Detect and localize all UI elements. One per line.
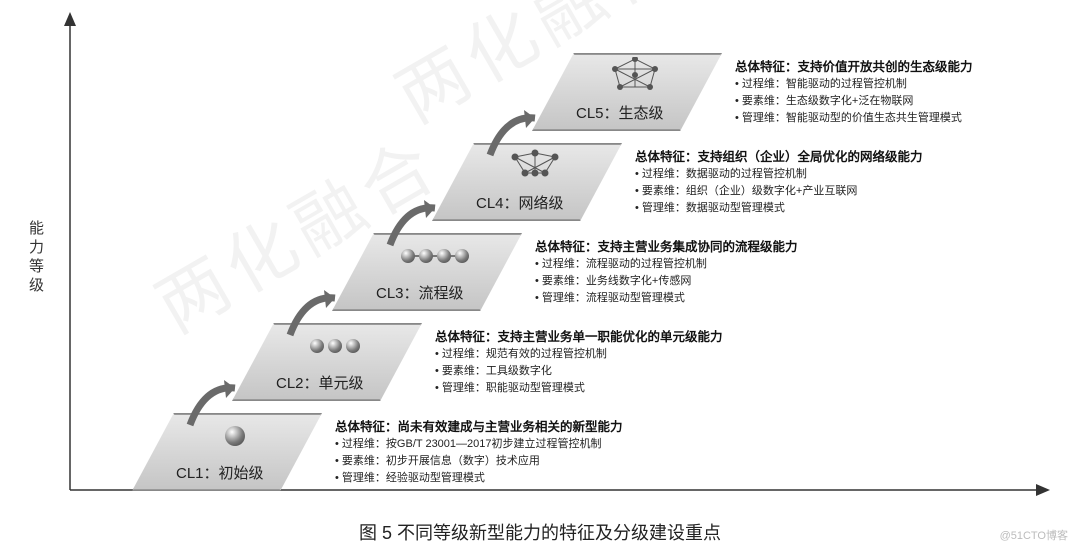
level-cl2-desc: 总体特征：支持主营业务单一职能优化的单元级能力 • 过程维：规范有效的过程管控机… xyxy=(435,321,723,401)
desc-bullet: • 管理维：职能驱动型管理模式 xyxy=(435,381,723,396)
level-label: CL2：单元级 xyxy=(276,372,364,393)
bullet-text: 管理维：流程驱动型管理模式 xyxy=(542,292,685,304)
bullet-text: 管理维：经验驱动型管理模式 xyxy=(342,472,485,484)
desc-title: 总体特征：支持价值开放共创的生态级能力 xyxy=(735,56,973,75)
bullet-text: 管理维：职能驱动型管理模式 xyxy=(442,382,585,394)
bullet-text: 要素维：生态级数字化+泛在物联网 xyxy=(742,95,913,107)
poly-svg xyxy=(610,57,660,95)
desc-bullet: • 要素维：业务线数字化+传感网 xyxy=(535,274,798,289)
level-label: CL3：流程级 xyxy=(376,282,464,303)
desc-bullet: • 要素维：初步开展信息（数字）技术应用 xyxy=(335,454,623,469)
step-arrow-1 xyxy=(180,380,260,440)
desc-bullet: • 管理维：流程驱动型管理模式 xyxy=(535,291,798,306)
level-label: CL4：网络级 xyxy=(476,192,564,213)
desc-title: 总体特征：尚未有效建成与主营业务相关的新型能力 xyxy=(335,416,623,435)
level-cl5-desc: 总体特征：支持价值开放共创的生态级能力 • 过程维：智能驱动的过程管控机制 • … xyxy=(735,51,973,131)
bullet-text: 过程维：规范有效的过程管控机制 xyxy=(442,348,607,360)
desc-bullet: • 过程维：智能驱动的过程管控机制 xyxy=(735,77,973,92)
bullet-text: 要素维：业务线数字化+传感网 xyxy=(542,275,691,287)
level-cl1-desc: 总体特征：尚未有效建成与主营业务相关的新型能力 • 过程维：按GB/T 2300… xyxy=(335,411,623,491)
bullet-text: 过程维：智能驱动的过程管控机制 xyxy=(742,78,907,90)
figure-caption: 图 5 不同等级新型能力的特征及分级建设重点 xyxy=(0,519,1080,545)
desc-bullet: • 要素维：工具级数字化 xyxy=(435,364,723,379)
polyhedron-icon xyxy=(590,59,680,93)
desc-bullet: • 管理维：经验驱动型管理模式 xyxy=(335,471,623,486)
bullet-text: 要素维：初步开展信息（数字）技术应用 xyxy=(342,455,540,467)
step-arrow-3 xyxy=(380,200,460,260)
desc-bullet: • 要素维：生态级数字化+泛在物联网 xyxy=(735,94,973,109)
bullet-text: 过程维：流程驱动的过程管控机制 xyxy=(542,258,707,270)
desc-bullet: • 管理维：数据驱动型管理模式 xyxy=(635,201,923,216)
desc-bullet: • 过程维：规范有效的过程管控机制 xyxy=(435,347,723,362)
bullet-text: 要素维：组织（企业）级数字化+产业互联网 xyxy=(642,185,857,197)
bullet-text: 过程维：数据驱动的过程管控机制 xyxy=(642,168,807,180)
desc-title: 总体特征：支持主营业务单一职能优化的单元级能力 xyxy=(435,326,723,345)
level-cl4-desc: 总体特征：支持组织（企业）全局优化的网络级能力 • 过程维：数据驱动的过程管控机… xyxy=(635,141,923,221)
chart-area: CL1：初始级 总体特征：尚未有效建成与主营业务相关的新型能力 • 过程维：按G… xyxy=(60,10,1060,500)
level-label: CL5：生态级 xyxy=(576,102,664,123)
y-axis-label: 能力等级 xyxy=(25,220,46,296)
desc-title: 总体特征：支持主营业务集成协同的流程级能力 xyxy=(535,236,798,255)
bullet-text: 管理维：数据驱动型管理模式 xyxy=(642,202,785,214)
desc-bullet: • 过程维：数据驱动的过程管控机制 xyxy=(635,167,923,182)
step-arrow-4 xyxy=(480,110,560,170)
desc-bullet: • 要素维：组织（企业）级数字化+产业互联网 xyxy=(635,184,923,199)
desc-title: 总体特征：支持组织（企业）全局优化的网络级能力 xyxy=(635,146,923,165)
step-arrow-2 xyxy=(280,290,360,350)
bullet-text: 过程维：按GB/T 23001—2017初步建立过程管控机制 xyxy=(342,438,602,450)
desc-bullet: • 过程维：按GB/T 23001—2017初步建立过程管控机制 xyxy=(335,437,623,452)
desc-bullet: • 过程维：流程驱动的过程管控机制 xyxy=(535,257,798,272)
bullet-text: 管理维：智能驱动型的价值生态共生管理模式 xyxy=(742,112,962,124)
level-cl3-desc: 总体特征：支持主营业务集成协同的流程级能力 • 过程维：流程驱动的过程管控机制 … xyxy=(535,231,798,311)
desc-bullet: • 管理维：智能驱动型的价值生态共生管理模式 xyxy=(735,111,973,126)
corner-watermark: @51CTO博客 xyxy=(1000,527,1068,543)
bullet-text: 要素维：工具级数字化 xyxy=(442,365,552,377)
level-label: CL1：初始级 xyxy=(176,462,264,483)
